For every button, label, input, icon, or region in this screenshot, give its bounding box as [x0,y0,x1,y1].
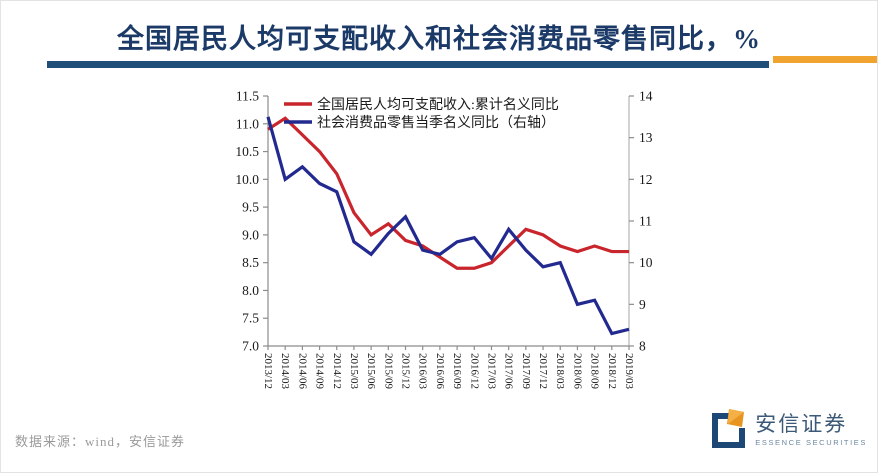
series-line-retail [266,116,630,336]
x-axis-tick-label: 2017/12 [537,353,549,389]
left-axis-tick-label: 7.5 [242,311,259,326]
logo-subtitle: ESSENCE SECURITIES [755,437,867,447]
chart-canvas: 11.5 11.0 10.5 10.0 9.5 9.0 8.5 8.0 7.5 7.0 14 13 12… [235,89,653,390]
page-title: 全国居民人均可支配收入和社会消费品零售同比，% [117,24,761,54]
x-axis-tick-label: 2013/12 [262,353,274,389]
legend-label-retail: 社会消费品零售当季名义同比（右轴） [317,115,555,131]
x-axis-tick-label: 2016/06 [434,353,446,390]
x-axis-tick-label: 2014/06 [296,353,308,390]
x-axis-tick-label: 2018/03 [554,353,566,390]
x-axis-tick-label: 2017/03 [485,353,497,390]
left-axis-tick-label: 8.0 [242,283,259,298]
x-axis-tick-label: 2019/03 [623,353,635,390]
left-axis-tick-label: 11.5 [236,89,259,104]
right-axis-tick-label: 11 [639,214,652,229]
x-axis-tick-label: 2017/06 [503,353,515,390]
x-axis-tick-label: 2018/09 [589,353,601,390]
left-axis-tick-label: 7.0 [242,339,259,354]
x-axis-tick-label: 2015/03 [348,353,360,390]
x-axis-tick-label: 2018/06 [571,353,583,390]
right-axis-tick-label: 9 [639,297,646,312]
right-axis-tick-label: 14 [639,89,653,104]
legend-label-income: 全国居民人均可支配收入:累计名义同比 [317,96,559,113]
left-axis-tick-label: 9.5 [242,200,259,215]
x-axis-tick-label: 2015/12 [400,353,412,389]
right-axis-tick-label: 13 [639,130,653,145]
x-axis-tick-label: 2014/09 [314,353,326,390]
left-axis-tick-label: 10.0 [235,172,259,187]
x-axis-tick-label: 2014/03 [279,353,291,390]
x-axis-tick-label: 2018/12 [606,353,618,389]
logo-square [712,413,746,448]
x-axis-tick-label: 2016/12 [468,353,480,389]
left-axis-tick-label: 9.0 [242,227,259,242]
x-axis-tick-label: 2014/12 [331,353,343,389]
x-axis-tick-label: 2015/09 [382,353,394,390]
title-underline [47,61,769,68]
logo-name: 安信证券 [755,412,848,436]
company-logo: 安信证券 ESSENCE SECURITIES [707,407,867,453]
right-axis-tick-label: 12 [639,172,653,187]
left-axis-tick-label: 10.5 [235,144,259,159]
right-axis-tick-label: 8 [639,339,646,354]
left-axis-tick-label: 8.5 [242,255,259,270]
series-line-income [267,116,629,270]
data-source-note: 数据来源：wind，安信证券 [15,434,186,449]
logo-icon [712,409,746,448]
title-underline-accent [773,56,877,63]
x-axis-tick-label: 2015/06 [365,353,377,390]
left-axis-tick-label: 11.0 [236,116,259,131]
logo-cube-highlight [728,409,745,424]
x-axis-tick-label: 2017/09 [520,353,532,390]
x-axis-tick-label: 2016/09 [451,353,463,390]
right-axis-tick-label: 10 [639,255,653,270]
chart-area: 11.5 11.0 10.5 10.0 9.5 9.0 8.5 8.0 7.5 7.0 14 13 12… [191,81,711,426]
x-axis-tick-label: 2016/03 [417,353,429,390]
